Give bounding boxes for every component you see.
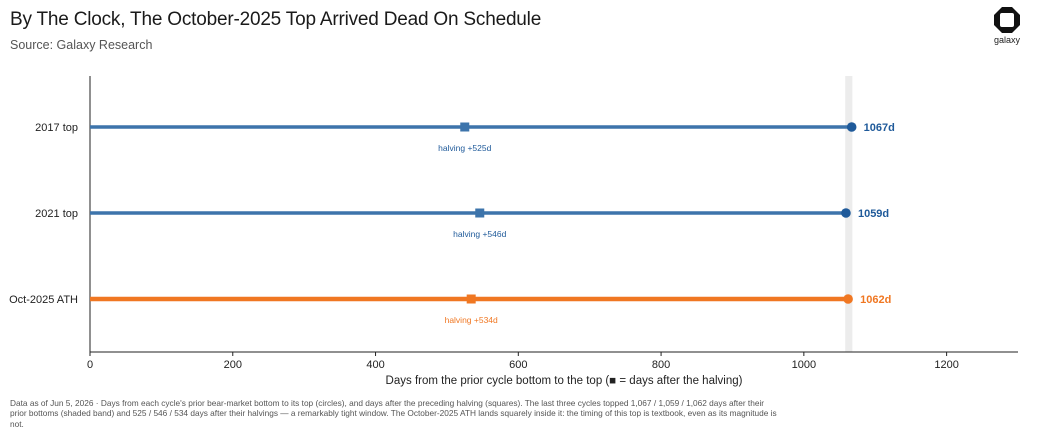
halving-label: halving +525d	[438, 143, 491, 153]
top-days-label: 1059d	[858, 208, 889, 220]
chart-title: By The Clock, The October-2025 Top Arriv…	[10, 9, 542, 30]
chart-area: 0 200 400 600 800 1000 1200 Days from the prior…	[9, 76, 1018, 387]
top-marker	[843, 294, 853, 304]
row-label: 2017 top	[35, 122, 78, 134]
halving-marker	[466, 294, 476, 304]
galaxy-logo: galaxy	[986, 6, 1028, 45]
halving-marker	[460, 122, 470, 132]
x-axis-label: Days from the prior cycle bottom to the …	[386, 375, 743, 387]
row-label: Oct-2025 ATH	[9, 294, 78, 306]
x-tick-label: 1200	[934, 359, 958, 371]
x-tick-label: 400	[366, 359, 384, 371]
chart-subtitle: Source: Galaxy Research	[10, 38, 153, 52]
top-marker	[841, 208, 851, 218]
x-tick-label: 1000	[792, 359, 816, 371]
footnote: Data as of Jun 5, 2026 · Days from each …	[10, 398, 777, 429]
x-tick-label: 200	[224, 359, 242, 371]
x-tick-label: 0	[87, 359, 93, 371]
halving-label: halving +534d	[445, 315, 498, 325]
top-days-label: 1062d	[860, 294, 891, 306]
x-tick-label: 600	[509, 359, 527, 371]
top-marker	[846, 122, 857, 132]
row-label: 2021 top	[35, 208, 78, 220]
halving-marker	[475, 208, 485, 218]
top-days-label: 1067d	[864, 122, 895, 134]
halving-label: halving +546d	[453, 229, 506, 239]
galaxy-logo-icon	[994, 7, 1020, 33]
x-tick-label: 800	[652, 359, 670, 371]
galaxy-logo-text: galaxy	[993, 35, 1020, 45]
